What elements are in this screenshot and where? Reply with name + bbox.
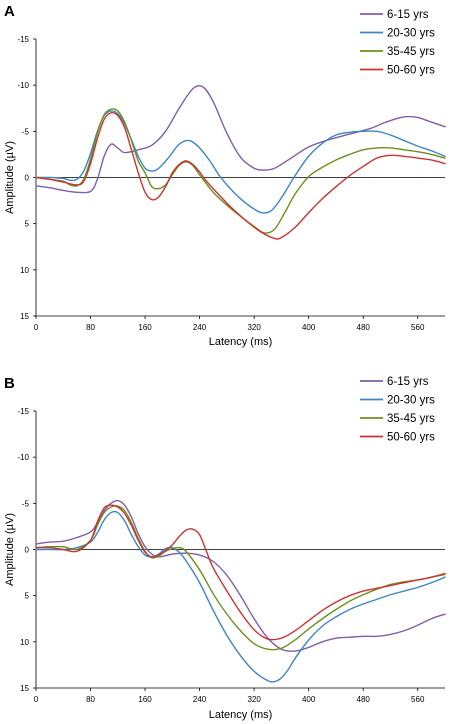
y-tick-label: -5 [22, 499, 30, 508]
legend-label: 35-45 yrs [387, 413, 435, 425]
x-axis-title: Latency (ms) [209, 336, 273, 348]
panel-b: B -15 -10 -5 0 5 10 15 0 80 160 240 320 400 480 560 Late… [4, 375, 446, 721]
x-tick-label: 320 [247, 695, 261, 704]
y-axis-title: Amplitude (µV) [4, 513, 16, 586]
x-tick-label: 320 [247, 323, 261, 332]
panel-letter: B [4, 375, 15, 392]
series-line-2 [35, 510, 446, 683]
y-tick-label: 0 [25, 174, 30, 183]
y-tick-label: -5 [22, 127, 30, 136]
x-tick-label: 0 [34, 695, 39, 704]
y-tick-label: 15 [20, 312, 29, 321]
x-tick-label: 80 [86, 323, 95, 332]
y-tick-label: 0 [25, 546, 30, 555]
y-tick-label: -10 [17, 81, 29, 90]
x-tick-label: 560 [411, 695, 425, 704]
panel-letter: A [4, 3, 15, 20]
x-tick-label: 160 [138, 695, 152, 704]
series-line-4 [35, 504, 446, 641]
series-line-1 [35, 85, 446, 194]
y-tick-label: 10 [20, 638, 29, 647]
x-tick-label: 400 [302, 695, 316, 704]
y-tick-label: 10 [20, 266, 29, 275]
x-tick-label: 560 [411, 323, 425, 332]
y-tick-label: -10 [17, 453, 29, 462]
y-tick-label: -15 [17, 407, 29, 416]
x-tick-label: 0 [34, 323, 39, 332]
x-axis-title: Latency (ms) [209, 709, 273, 721]
x-tick-label: 240 [193, 323, 207, 332]
x-tick-label: 160 [138, 323, 152, 332]
legend-label: 6-15 yrs [387, 9, 429, 21]
series-line-3 [35, 108, 446, 234]
y-tick-label: 15 [20, 684, 29, 693]
legend-label: 50-60 yrs [387, 432, 435, 444]
y-tick-label: 5 [25, 592, 30, 601]
x-tick-label: 480 [357, 695, 371, 704]
y-axis-title: Amplitude (µV) [4, 141, 16, 214]
legend-label: 35-45 yrs [387, 46, 435, 58]
x-tick-label: 480 [357, 323, 371, 332]
x-tick-label: 240 [193, 695, 207, 704]
y-tick-label: -15 [17, 35, 29, 44]
series-line-1 [35, 499, 446, 652]
x-tick-label: 80 [86, 695, 95, 704]
series-line-2 [35, 110, 446, 214]
legend-label: 20-30 yrs [387, 28, 435, 40]
x-tick-label: 400 [302, 323, 316, 332]
legend-label: 50-60 yrs [387, 65, 435, 77]
legend-label: 6-15 yrs [387, 376, 429, 388]
y-tick-label: 5 [25, 220, 30, 229]
legend-label: 20-30 yrs [387, 395, 435, 407]
series-line-3 [35, 505, 446, 651]
panel-a: A -15 -10 -5 0 5 10 15 0 80 160 240 320 400 480 560 Late… [4, 3, 446, 348]
series-line-4 [35, 111, 446, 240]
